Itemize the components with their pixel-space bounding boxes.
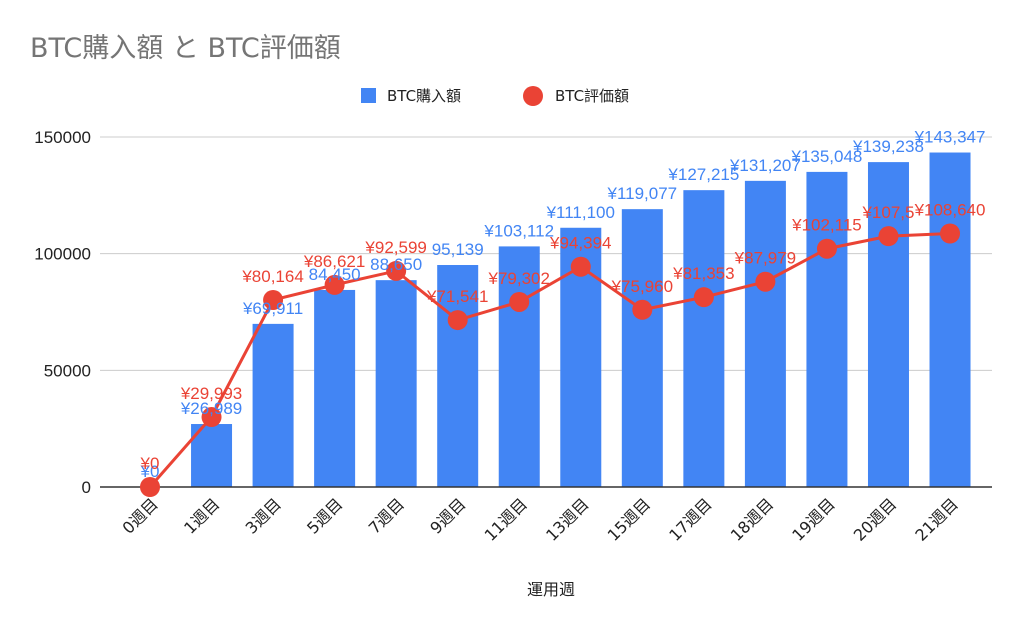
line-point	[755, 271, 776, 292]
legend-label-line: BTC評価額	[555, 87, 629, 105]
y-tick-label: 50000	[44, 361, 91, 380]
line-data-label: ¥71,541	[426, 287, 488, 306]
line-data-label: ¥92,599	[364, 238, 426, 257]
line-data-label: ¥81,353	[672, 264, 734, 283]
bar-data-label: ¥0	[140, 462, 160, 481]
x-tick-label: 21週目	[911, 494, 961, 544]
line-point	[816, 238, 837, 259]
x-tick-label: 13週目	[542, 494, 592, 544]
bar-data-label: 84,450	[309, 265, 361, 284]
x-tick-label: 17週目	[665, 494, 715, 544]
bar	[806, 171, 848, 487]
line-data-label: ¥80,164	[241, 267, 303, 286]
bar	[437, 265, 479, 487]
line-data-label: ¥86,621	[303, 252, 365, 271]
line-point	[570, 256, 591, 277]
legend-swatch-bar	[361, 88, 376, 103]
bar-data-labels: ¥0 ¥26,989 ¥69,911 84,450 88,650 95,139¥103,1…	[140, 128, 986, 481]
bar-data-label: ¥131,207	[729, 156, 801, 175]
bar	[498, 246, 540, 487]
x-tick-label: 7週目	[365, 494, 408, 537]
bar-data-label: ¥143,347	[914, 128, 986, 147]
y-tick-label: 150000	[34, 128, 91, 147]
line-point	[509, 291, 530, 312]
line-data-label: ¥102,115	[791, 216, 862, 235]
line-point	[324, 274, 345, 295]
x-tick-label: 0週目	[119, 494, 162, 537]
bar-data-label: ¥135,048	[790, 147, 862, 166]
bar-data-label: 95,139	[432, 240, 484, 259]
bar	[252, 323, 294, 487]
bar-data-label: ¥103,112	[483, 221, 554, 240]
bar	[867, 162, 909, 487]
bar-data-label: ¥139,238	[852, 137, 924, 156]
line-point	[632, 299, 653, 320]
line-point	[140, 477, 160, 497]
x-tick-label: 18週目	[727, 494, 777, 544]
bar	[621, 209, 663, 487]
x-tick-label: 15週目	[604, 494, 654, 544]
line-data-label: ¥108,640	[914, 201, 986, 220]
line-data-label: ¥0	[140, 454, 160, 473]
bar	[314, 289, 356, 487]
x-tick-label: 19週目	[788, 494, 838, 544]
line-data-label: ¥79,302	[488, 269, 550, 288]
gridlines	[100, 136, 992, 371]
line-data-label: ¥107,5	[861, 203, 914, 222]
x-tick-label: 11週目	[481, 494, 531, 544]
bar	[929, 152, 971, 487]
bar-data-label: ¥119,077	[606, 184, 677, 203]
bar	[375, 280, 417, 487]
line-point	[693, 287, 714, 308]
line-point	[386, 260, 407, 281]
line-series	[140, 223, 961, 497]
bar-series	[191, 152, 971, 488]
line-point	[940, 223, 961, 244]
x-tick-label: 1週目	[180, 494, 223, 537]
y-tick-label: 0	[82, 478, 91, 497]
bar-data-label: 88,650	[370, 255, 422, 274]
y-tick-label: 100000	[34, 245, 91, 264]
line-point	[447, 310, 468, 331]
line-point	[878, 226, 899, 247]
line-point	[263, 289, 284, 310]
bar	[683, 190, 725, 488]
x-tick-label: 5週目	[303, 494, 346, 537]
bar-data-label: ¥69,911	[242, 299, 303, 318]
legend-swatch-line	[523, 86, 543, 106]
x-tick-label: 3週目	[242, 494, 285, 537]
series-line	[148, 232, 951, 488]
y-tick-labels: 0 50000 100000 150000	[34, 128, 91, 497]
x-tick-labels: 0週目 1週目 3週目 5週目 7週目 9週目 11週目 13週目 15週目 17週目 18週目 19…	[119, 494, 962, 544]
line-data-label: ¥94,394	[549, 234, 611, 253]
line-point	[201, 407, 222, 428]
line-data-label: ¥29,993	[180, 384, 242, 403]
line-data-labels: ¥0 ¥29,993 ¥80,164¥86,621¥92,599 ¥71,541¥79…	[140, 201, 986, 473]
x-tick-label: 20週目	[850, 494, 900, 544]
bar-data-label: ¥111,100	[546, 203, 615, 222]
bar-data-label: ¥127,215	[667, 165, 739, 184]
bar-data-label: ¥26,989	[180, 399, 242, 418]
line-data-label: ¥87,979	[734, 249, 796, 268]
x-tick-label: 9週目	[426, 494, 469, 537]
legend-label-bar: BTC購入額	[387, 87, 461, 105]
bar	[744, 180, 786, 487]
legend: BTC購入額 BTC評価額	[361, 86, 629, 106]
x-axis-title: 運用週	[527, 580, 575, 599]
line-data-label: ¥75,960	[611, 277, 673, 296]
chart-title: BTC購入額 と BTC評価額	[30, 33, 341, 64]
